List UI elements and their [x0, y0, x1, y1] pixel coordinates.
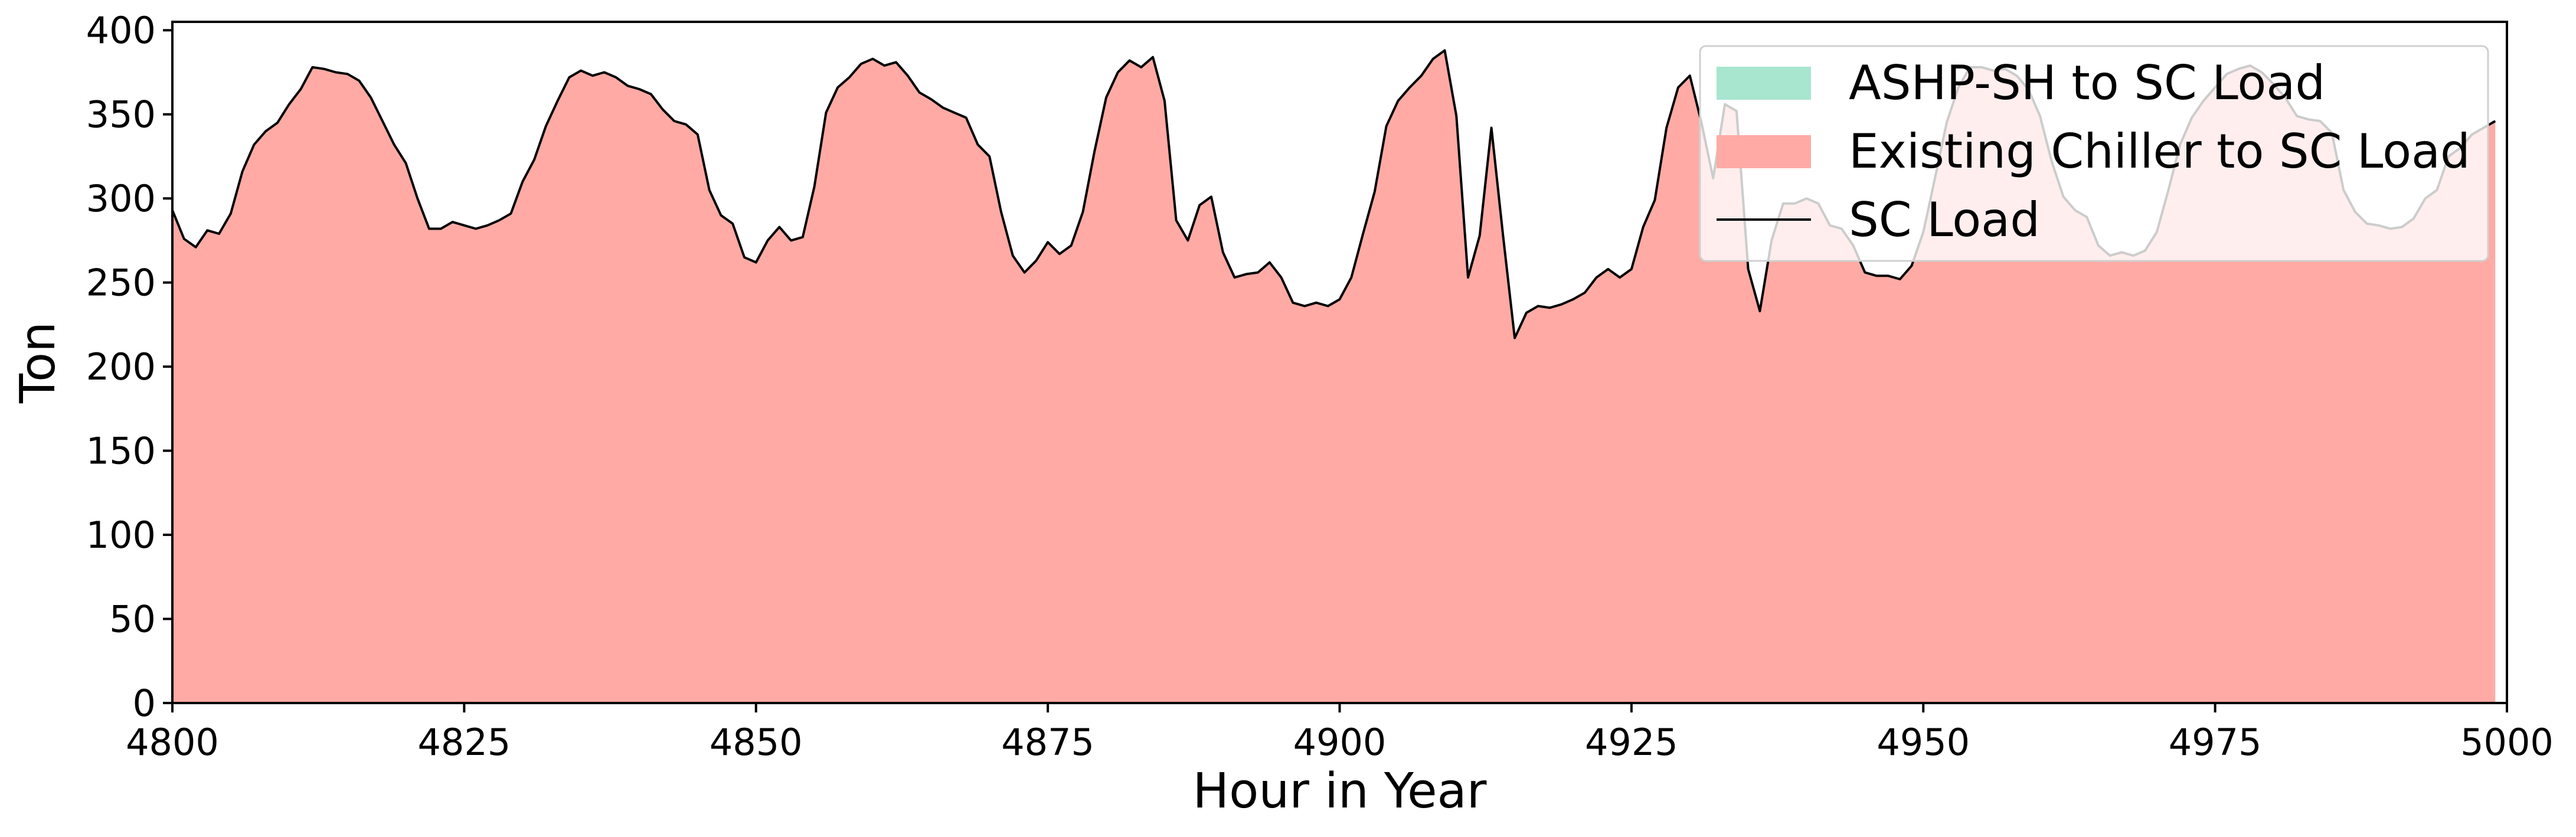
x-axis-label: Hour in Year	[1192, 763, 1486, 819]
legend: ASHP-SH to SC Load Existing Chiller to S…	[1699, 45, 2489, 262]
y-tick-label: 150	[86, 430, 156, 473]
area-layer	[172, 50, 2496, 703]
x-tick-label: 4875	[1001, 721, 1094, 764]
x-axis: 4800 4825 4850 4875 4900 4925 4950 4975 5000	[126, 703, 2554, 764]
x-tick-label: 4975	[2169, 721, 2262, 764]
y-tick-label: 250	[86, 261, 156, 305]
x-tick-label: 4950	[1877, 721, 1970, 764]
legend-swatch-chiller	[1717, 135, 1811, 168]
legend-label-chiller: Existing Chiller to SC Load	[1849, 124, 2470, 179]
y-tick-label: 400	[86, 9, 156, 52]
y-tick-label: 0	[133, 682, 156, 725]
x-tick-label: 4800	[126, 721, 219, 764]
y-tick-label: 200	[86, 345, 156, 388]
y-axis-label: Ton	[10, 322, 66, 404]
legend-swatch-ashp	[1717, 67, 1811, 100]
x-tick-label: 4900	[1293, 721, 1387, 764]
x-tick-label: 5000	[2460, 721, 2554, 764]
y-tick-label: 300	[86, 177, 156, 220]
y-axis: 0 50 100 150 200 250 300 350 400	[86, 9, 172, 725]
legend-box	[1699, 45, 2489, 262]
area-series-1	[172, 50, 2496, 703]
y-tick-label: 100	[86, 514, 156, 557]
x-tick-label: 4850	[710, 721, 803, 764]
y-tick-label: 50	[109, 598, 156, 641]
x-tick-label: 4825	[417, 721, 511, 764]
x-tick-label: 4925	[1585, 721, 1678, 764]
legend-label-ashp: ASHP-SH to SC Load	[1849, 55, 2325, 110]
y-tick-label: 350	[86, 93, 156, 136]
legend-label-sc-load: SC Load	[1849, 192, 2040, 247]
